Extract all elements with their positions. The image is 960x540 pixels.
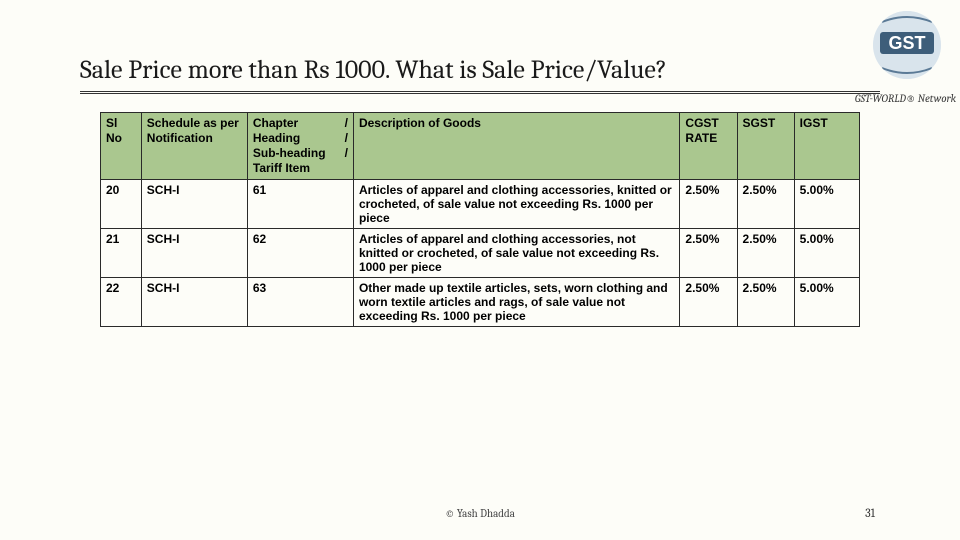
footer-copyright: © Yash Dhadda: [0, 507, 960, 520]
cell-sgst: 2.50%: [737, 180, 794, 229]
cell-igst: 5.00%: [794, 278, 859, 327]
slide: GST Sale Price more than Rs 1000. What i…: [0, 0, 960, 540]
table-header-row: Sl No Schedule as per Notification Chapt…: [101, 113, 860, 180]
gst-table-container: Sl No Schedule as per Notification Chapt…: [0, 94, 960, 327]
cell-chap: 62: [247, 229, 353, 278]
table-row: 22 SCH-I 63 Other made up textile articl…: [101, 278, 860, 327]
cell-cgst: 2.50%: [680, 278, 737, 327]
cell-sgst: 2.50%: [737, 229, 794, 278]
cell-desc: Articles of apparel and clothing accesso…: [353, 229, 679, 278]
col-chapter: Chapter / Heading / Sub-heading / Tariff…: [247, 113, 353, 180]
col-sl-no: Sl No: [101, 113, 142, 180]
cell-sch: SCH-I: [141, 278, 247, 327]
col-description: Description of Goods: [353, 113, 679, 180]
cell-cgst: 2.50%: [680, 229, 737, 278]
network-label: GST-WORLD® Network: [855, 92, 956, 105]
page-number: 31: [865, 506, 875, 520]
gst-rate-table: Sl No Schedule as per Notification Chapt…: [100, 112, 860, 327]
table-row: 21 SCH-I 62 Articles of apparel and clot…: [101, 229, 860, 278]
cell-sch: SCH-I: [141, 180, 247, 229]
page-title: Sale Price more than Rs 1000. What is Sa…: [80, 55, 880, 85]
cell-chap: 63: [247, 278, 353, 327]
logo-text: GST: [888, 33, 925, 53]
cell-desc: Other made up textile articles, sets, wo…: [353, 278, 679, 327]
title-area: Sale Price more than Rs 1000. What is Sa…: [0, 0, 960, 94]
gst-logo: GST: [872, 10, 942, 80]
col-igst: IGST: [794, 113, 859, 180]
cell-sch: SCH-I: [141, 229, 247, 278]
table-row: 20 SCH-I 61 Articles of apparel and clot…: [101, 180, 860, 229]
cell-sl: 21: [101, 229, 142, 278]
cell-sgst: 2.50%: [737, 278, 794, 327]
cell-sl: 22: [101, 278, 142, 327]
cell-desc: Articles of apparel and clothing accesso…: [353, 180, 679, 229]
cell-cgst: 2.50%: [680, 180, 737, 229]
col-schedule: Schedule as per Notification: [141, 113, 247, 180]
table-body: 20 SCH-I 61 Articles of apparel and clot…: [101, 180, 860, 327]
cell-chap: 61: [247, 180, 353, 229]
cell-igst: 5.00%: [794, 229, 859, 278]
col-cgst: CGST RATE: [680, 113, 737, 180]
col-sgst: SGST: [737, 113, 794, 180]
cell-sl: 20: [101, 180, 142, 229]
cell-igst: 5.00%: [794, 180, 859, 229]
